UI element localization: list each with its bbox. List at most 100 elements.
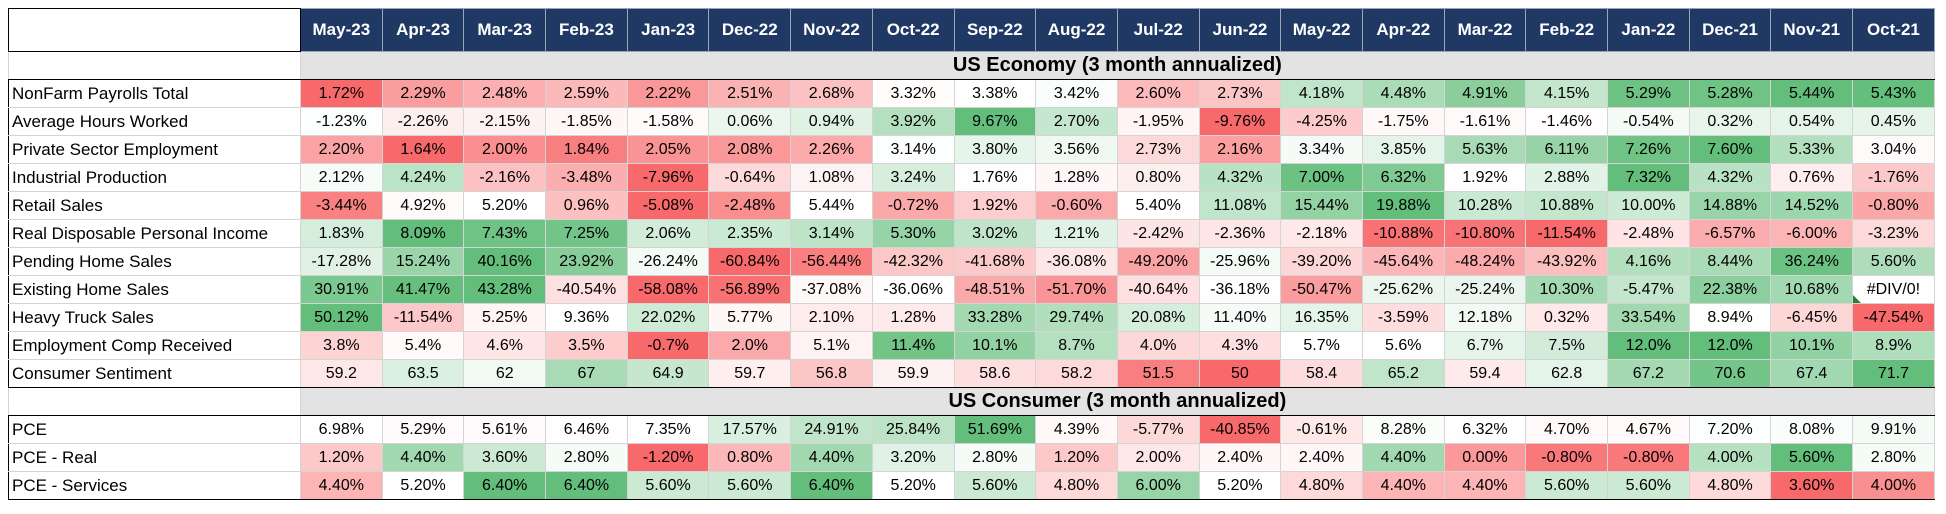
- table-cell[interactable]: 10.30%: [1525, 275, 1608, 304]
- table-cell[interactable]: 3.38%: [953, 79, 1037, 108]
- table-cell[interactable]: 70.6: [1688, 359, 1772, 388]
- table-cell[interactable]: 59.2: [300, 359, 383, 388]
- table-cell[interactable]: 7.35%: [626, 415, 710, 444]
- table-cell[interactable]: -11.54%: [381, 303, 465, 332]
- table-cell[interactable]: 0.94%: [790, 107, 873, 136]
- table-cell[interactable]: -2.16%: [463, 163, 547, 192]
- table-cell[interactable]: 3.14%: [790, 219, 873, 248]
- table-cell[interactable]: 50: [1198, 359, 1282, 388]
- table-cell[interactable]: 3.85%: [1361, 135, 1445, 164]
- table-cell[interactable]: 51.69%: [953, 415, 1037, 444]
- table-cell[interactable]: 10.00%: [1607, 191, 1690, 220]
- table-cell[interactable]: 2.00%: [1116, 443, 1200, 472]
- table-cell[interactable]: 4.67%: [1607, 415, 1690, 444]
- table-cell[interactable]: -9.76%: [1198, 107, 1282, 136]
- table-cell[interactable]: 14.52%: [1770, 191, 1854, 220]
- table-cell[interactable]: 4.48%: [1361, 79, 1445, 108]
- table-cell[interactable]: 71.7: [1852, 359, 1935, 388]
- table-cell[interactable]: 36.24%: [1770, 247, 1854, 276]
- table-cell[interactable]: 43.28%: [463, 275, 547, 304]
- table-cell[interactable]: 6.40%: [545, 471, 628, 500]
- table-cell[interactable]: -5.77%: [1116, 415, 1200, 444]
- table-cell[interactable]: 10.68%: [1770, 275, 1854, 304]
- table-cell[interactable]: -17.28%: [300, 247, 383, 276]
- table-cell[interactable]: -2.36%: [1198, 219, 1282, 248]
- table-cell[interactable]: 1.21%: [1035, 219, 1118, 248]
- table-cell[interactable]: 4.92%: [381, 191, 465, 220]
- table-cell[interactable]: 2.51%: [708, 79, 792, 108]
- table-cell[interactable]: #DIV/0!: [1852, 275, 1935, 304]
- table-cell[interactable]: 5.40%: [1116, 191, 1200, 220]
- table-cell[interactable]: 7.32%: [1607, 163, 1690, 192]
- table-cell[interactable]: -1.20%: [626, 443, 710, 472]
- table-cell[interactable]: 8.7%: [1035, 331, 1118, 360]
- table-cell[interactable]: 15.44%: [1280, 191, 1363, 220]
- table-cell[interactable]: -26.24%: [626, 247, 710, 276]
- table-cell[interactable]: 2.68%: [790, 79, 873, 108]
- table-cell[interactable]: 5.4%: [381, 331, 465, 360]
- table-cell[interactable]: 8.08%: [1770, 415, 1854, 444]
- table-cell[interactable]: -40.64%: [1116, 275, 1200, 304]
- table-cell[interactable]: 9.36%: [545, 303, 628, 332]
- table-cell[interactable]: 6.00%: [1116, 471, 1200, 500]
- table-cell[interactable]: 4.00%: [1688, 443, 1772, 472]
- table-cell[interactable]: -0.54%: [1607, 107, 1690, 136]
- table-cell[interactable]: 10.88%: [1525, 191, 1608, 220]
- table-cell[interactable]: -2.42%: [1116, 219, 1200, 248]
- table-cell[interactable]: -1.85%: [545, 107, 628, 136]
- table-cell[interactable]: 3.34%: [1280, 135, 1363, 164]
- table-cell[interactable]: 1.92%: [1443, 163, 1527, 192]
- table-cell[interactable]: 1.20%: [1035, 443, 1118, 472]
- table-cell[interactable]: -2.26%: [381, 107, 465, 136]
- table-cell[interactable]: 0.45%: [1852, 107, 1935, 136]
- table-cell[interactable]: 0.80%: [1116, 163, 1200, 192]
- table-cell[interactable]: 2.59%: [545, 79, 628, 108]
- table-cell[interactable]: 4.15%: [1525, 79, 1608, 108]
- table-cell[interactable]: 20.08%: [1116, 303, 1200, 332]
- table-cell[interactable]: 2.80%: [545, 443, 628, 472]
- table-cell[interactable]: -45.64%: [1361, 247, 1445, 276]
- table-cell[interactable]: 16.35%: [1280, 303, 1363, 332]
- table-cell[interactable]: 63.5: [381, 359, 465, 388]
- table-cell[interactable]: 6.98%: [300, 415, 383, 444]
- table-cell[interactable]: 9.67%: [953, 107, 1037, 136]
- table-cell[interactable]: 58.4: [1280, 359, 1363, 388]
- table-cell[interactable]: 3.56%: [1035, 135, 1118, 164]
- table-cell[interactable]: 4.80%: [1035, 471, 1118, 500]
- table-cell[interactable]: 2.60%: [1116, 79, 1200, 108]
- table-cell[interactable]: 2.70%: [1035, 107, 1118, 136]
- table-cell[interactable]: -1.76%: [1852, 163, 1935, 192]
- table-cell[interactable]: 10.28%: [1443, 191, 1527, 220]
- table-cell[interactable]: -11.54%: [1525, 219, 1608, 248]
- table-cell[interactable]: -1.95%: [1116, 107, 1200, 136]
- table-cell[interactable]: 4.32%: [1198, 163, 1282, 192]
- table-cell[interactable]: 23.92%: [545, 247, 628, 276]
- table-cell[interactable]: -0.60%: [1035, 191, 1118, 220]
- table-cell[interactable]: 8.44%: [1688, 247, 1772, 276]
- table-cell[interactable]: 3.80%: [953, 135, 1037, 164]
- table-cell[interactable]: 0.80%: [708, 443, 792, 472]
- table-cell[interactable]: 5.61%: [463, 415, 547, 444]
- table-cell[interactable]: 4.40%: [1443, 471, 1527, 500]
- table-cell[interactable]: -3.48%: [545, 163, 628, 192]
- table-cell[interactable]: 3.42%: [1035, 79, 1118, 108]
- table-cell[interactable]: 2.35%: [708, 219, 792, 248]
- table-cell[interactable]: -36.08%: [1035, 247, 1118, 276]
- table-cell[interactable]: 8.9%: [1852, 331, 1935, 360]
- table-cell[interactable]: -6.57%: [1688, 219, 1772, 248]
- table-cell[interactable]: 64.9: [626, 359, 710, 388]
- table-cell[interactable]: 1.72%: [300, 79, 383, 108]
- table-cell[interactable]: 0.54%: [1770, 107, 1854, 136]
- table-cell[interactable]: 33.54%: [1607, 303, 1690, 332]
- table-cell[interactable]: 2.10%: [790, 303, 873, 332]
- table-cell[interactable]: 7.26%: [1607, 135, 1690, 164]
- table-cell[interactable]: 1.20%: [300, 443, 383, 472]
- table-cell[interactable]: 3.60%: [463, 443, 547, 472]
- table-cell[interactable]: -51.70%: [1035, 275, 1118, 304]
- table-cell[interactable]: -6.00%: [1770, 219, 1854, 248]
- table-cell[interactable]: 3.24%: [871, 163, 955, 192]
- table-cell[interactable]: -1.58%: [626, 107, 710, 136]
- table-cell[interactable]: -0.80%: [1852, 191, 1935, 220]
- table-cell[interactable]: 62: [463, 359, 547, 388]
- table-cell[interactable]: 24.91%: [790, 415, 873, 444]
